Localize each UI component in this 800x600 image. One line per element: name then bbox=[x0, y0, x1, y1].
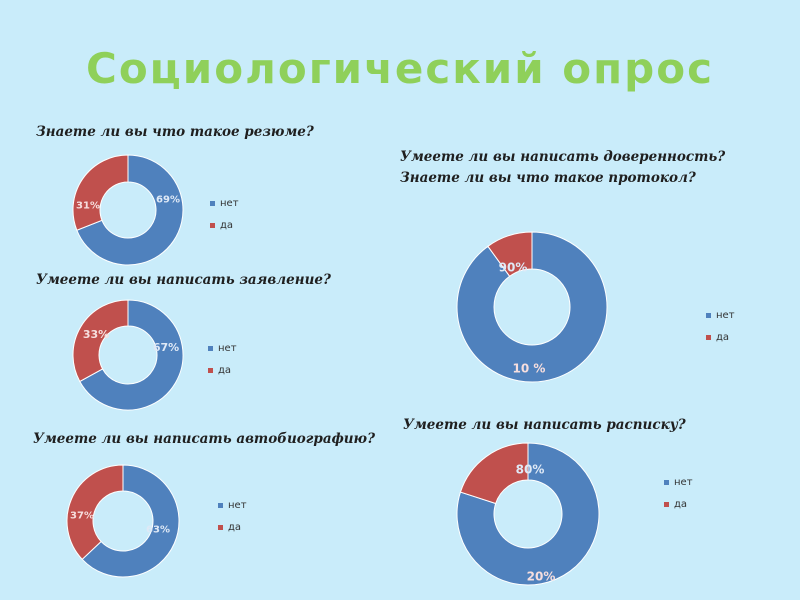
legend-item-no: нет bbox=[208, 337, 237, 359]
legend-item-yes: да bbox=[664, 493, 693, 515]
legend-label: да bbox=[716, 331, 730, 343]
legend-item-no: нет bbox=[706, 304, 735, 326]
donut-slice-no bbox=[81, 464, 180, 578]
donut-slice-no bbox=[79, 299, 184, 411]
donut-chart-power-of-attorney: 90% 10 % bbox=[456, 231, 608, 383]
legend-item-yes: да bbox=[218, 516, 247, 538]
legend-swatch bbox=[706, 312, 711, 318]
donut-slice-yes bbox=[459, 442, 529, 505]
donut-slice-no bbox=[456, 442, 600, 586]
legend-label: да bbox=[220, 219, 234, 231]
legend-swatch bbox=[664, 479, 669, 485]
donut-slice-yes bbox=[487, 231, 533, 277]
legend-application: нет да bbox=[208, 337, 237, 381]
slice-label-no: 90% bbox=[499, 260, 528, 274]
legend-swatch bbox=[208, 345, 213, 351]
legend-swatch bbox=[706, 334, 711, 340]
legend-swatch bbox=[210, 222, 215, 228]
legend-swatch bbox=[218, 524, 223, 530]
legend-autobiography: нет да bbox=[218, 494, 247, 538]
legend-resume: нет да bbox=[210, 192, 239, 236]
legend-swatch bbox=[218, 502, 223, 508]
legend-power-of-attorney: нет да bbox=[706, 304, 735, 348]
legend-item-no: нет bbox=[210, 192, 239, 214]
legend-label: нет bbox=[218, 342, 237, 354]
donut-chart-application: 67% 33% bbox=[72, 299, 184, 411]
legend-label: да bbox=[228, 521, 242, 533]
question-receipt: Умеете ли вы написать расписку? bbox=[403, 415, 686, 436]
donut-slice-no bbox=[456, 231, 608, 383]
slice-label-no: 69% bbox=[156, 195, 180, 206]
question-autobiography: Умеете ли вы написать автобиографию? bbox=[33, 429, 375, 450]
legend-swatch bbox=[210, 200, 215, 206]
legend-swatch bbox=[664, 501, 669, 507]
donut-slice-yes bbox=[72, 299, 129, 383]
slice-label-yes: 37% bbox=[70, 511, 94, 522]
question-title: Умеете ли вы написать заявление? bbox=[36, 272, 331, 288]
donut-slice-no bbox=[76, 154, 184, 266]
donut-chart-resume: 69% 31% bbox=[72, 154, 184, 266]
legend-label: нет bbox=[674, 476, 693, 488]
slide-title: Социологический опрос bbox=[86, 44, 714, 93]
legend-label: нет bbox=[716, 309, 735, 321]
question-title: Умеете ли вы написать автобиографию? bbox=[33, 431, 375, 447]
legend-item-yes: да bbox=[210, 214, 239, 236]
question-subtitle: Знаете ли вы что такое протокол? bbox=[400, 170, 696, 186]
slice-label-yes: 31% bbox=[76, 201, 100, 212]
question-title: Знаете ли вы что такое резюме? bbox=[36, 124, 314, 140]
legend-item-no: нет bbox=[664, 471, 693, 493]
donut-slice-yes bbox=[66, 464, 124, 561]
slice-label-yes: 33% bbox=[83, 328, 109, 341]
question-title: Умеете ли вы написать расписку? bbox=[403, 417, 686, 433]
legend-item-yes: да bbox=[706, 326, 735, 348]
legend-label: да bbox=[218, 364, 232, 376]
question-resume: Знаете ли вы что такое резюме? bbox=[36, 122, 314, 143]
question-power-of-attorney: Умеете ли вы написать доверенность? Знае… bbox=[400, 147, 725, 189]
legend-label: нет bbox=[228, 499, 247, 511]
slice-label-yes: 10 % bbox=[513, 361, 546, 375]
legend-label: да bbox=[674, 498, 688, 510]
legend-item-no: нет bbox=[218, 494, 247, 516]
question-application: Умеете ли вы написать заявление? bbox=[36, 270, 331, 291]
slice-label-no: 67% bbox=[153, 341, 179, 354]
legend-item-yes: да bbox=[208, 359, 237, 381]
legend-label: нет bbox=[220, 197, 239, 209]
legend-swatch bbox=[208, 367, 213, 373]
donut-chart-autobiography: 63% 37% bbox=[66, 464, 180, 578]
slice-label-yes: 20% bbox=[527, 569, 556, 583]
slice-label-no: 63% bbox=[146, 525, 170, 536]
slice-label-no: 80% bbox=[516, 462, 545, 476]
question-title: Умеете ли вы написать доверенность? bbox=[400, 149, 726, 165]
donut-chart-receipt: 80% 20% bbox=[456, 442, 600, 586]
donut-slice-yes bbox=[72, 154, 129, 231]
legend-receipt: нет да bbox=[664, 471, 693, 515]
